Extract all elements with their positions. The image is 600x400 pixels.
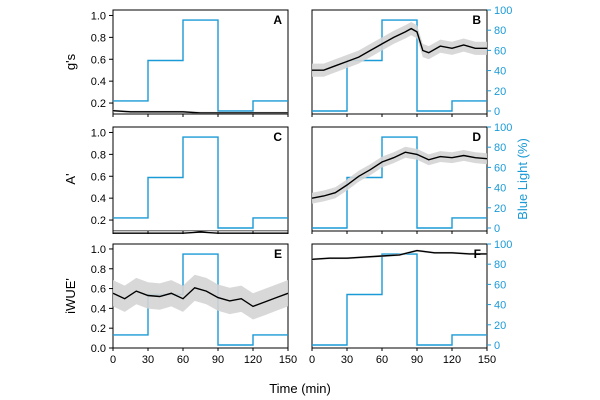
- x-axis-title: Time (min): [269, 381, 331, 396]
- y-tick-label: 1.0: [91, 244, 106, 256]
- panel-letter: C: [273, 130, 282, 144]
- panel-F: F 0 20 40 60 80 100 0 30 60 90 120 150: [309, 239, 512, 366]
- panel-E: E 0.0 0.2 0.4 0.6 0.8 1.0 0 30 60 90 120 150: [91, 243, 297, 366]
- response-line: [112, 110, 288, 114]
- blue-light-line: [113, 19, 288, 112]
- row-y-label: iWUE': [63, 278, 78, 314]
- right-tick-label: 60: [494, 279, 506, 291]
- right-tick-label: 60: [494, 162, 506, 174]
- y-tick-label: 0.4: [91, 193, 106, 205]
- right-tick-label: 0: [494, 340, 500, 352]
- right-tick-label: 20: [494, 86, 506, 98]
- x-tick-label: 90: [212, 354, 224, 366]
- panel-B: B 0 20 40 60 80 100: [311, 5, 512, 118]
- row-y-label: g's: [63, 53, 78, 70]
- y-tick-label: 1.0: [91, 127, 106, 139]
- response-line: [113, 231, 288, 234]
- panel-letter: B: [472, 13, 481, 27]
- right-tick-label: 80: [494, 25, 506, 37]
- x-tick-label: 30: [341, 354, 353, 366]
- y-tick-label: 0.6: [91, 171, 106, 183]
- panel-frame: [311, 243, 488, 349]
- y-tick-label: 0.8: [91, 149, 106, 161]
- panel-C: C 0.2 0.4 0.6 0.8 1.0: [91, 126, 289, 234]
- error-band: [312, 22, 487, 77]
- right-tick-label: 80: [494, 259, 506, 271]
- y-tick-label: 0.4: [91, 76, 106, 88]
- right-tick-label: 60: [494, 45, 506, 57]
- response-line: [312, 27, 487, 71]
- x-tick-label: 0: [110, 354, 116, 366]
- row-y-label: A': [63, 173, 78, 184]
- x-tick-label: 120: [244, 354, 262, 366]
- x-tick-label: 150: [279, 354, 297, 366]
- y-tick-label: 0.0: [91, 343, 106, 355]
- blue-light-line: [113, 136, 288, 229]
- y-tick-label: 0.2: [91, 323, 106, 335]
- right-tick-label: 20: [494, 203, 506, 215]
- blue-light-line: [113, 253, 288, 346]
- right-tick-label: 40: [494, 66, 506, 78]
- error-band: [113, 274, 288, 320]
- x-tick-label: 0: [309, 354, 315, 366]
- y-tick-label: 0.6: [91, 54, 106, 66]
- x-tick-label: 60: [376, 354, 388, 366]
- panel-frame: [112, 126, 289, 232]
- response-line: [311, 151, 488, 199]
- error-band: [312, 146, 487, 204]
- right-tick-label: 20: [494, 320, 506, 332]
- panel-letter: F: [474, 247, 481, 261]
- y-tick-label: 0.8: [91, 32, 106, 44]
- y-tick-label: 0.8: [91, 264, 106, 276]
- right-tick-label: 0: [494, 106, 500, 118]
- x-tick-label: 150: [478, 354, 496, 366]
- right-axis-title: Blue Light (%): [515, 138, 530, 220]
- right-tick-label: 80: [494, 142, 506, 154]
- y-tick-label: 0.2: [91, 215, 106, 227]
- panel-frame: [311, 126, 488, 232]
- blue-light-line: [312, 136, 487, 229]
- blue-light-line: [312, 19, 487, 112]
- x-tick-label: 120: [443, 354, 461, 366]
- panel-letter: A: [273, 13, 282, 27]
- right-tick-label: 100: [494, 122, 512, 134]
- y-tick-label: 0.2: [91, 98, 106, 110]
- panel-frame: [112, 9, 289, 115]
- right-tick-label: 100: [494, 239, 512, 251]
- x-tick-label: 90: [411, 354, 423, 366]
- response-line: [112, 287, 289, 308]
- response-line: [311, 249, 487, 260]
- panel-letter: D: [472, 130, 481, 144]
- right-tick-label: 40: [494, 183, 506, 195]
- panel-frame: [311, 9, 488, 115]
- panel-A: A 0.2 0.4 0.6 0.8 1.0: [91, 9, 289, 117]
- error-band: [113, 231, 288, 233]
- y-tick-label: 0.6: [91, 284, 106, 296]
- blue-light-line: [312, 253, 487, 346]
- panel-letter: E: [274, 247, 282, 261]
- right-tick-label: 100: [494, 5, 512, 17]
- x-tick-label: 30: [142, 354, 154, 366]
- x-tick-label: 60: [177, 354, 189, 366]
- y-tick-label: 0.4: [91, 303, 106, 315]
- panel-D: D 0 20 40 60 80 100: [311, 122, 512, 235]
- y-tick-label: 1.0: [91, 10, 106, 22]
- right-tick-label: 40: [494, 300, 506, 312]
- right-tick-label: 0: [494, 223, 500, 235]
